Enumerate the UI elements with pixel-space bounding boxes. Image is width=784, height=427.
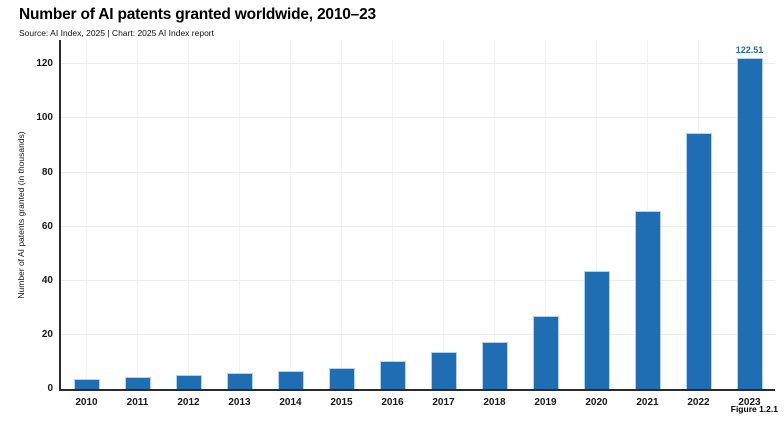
x-tick-label-2018: 2018 bbox=[483, 397, 506, 408]
chart-source-line: Source: AI Index, 2025 | Chart: 2025 AI … bbox=[19, 28, 214, 38]
v-gridline-2019 bbox=[545, 40, 546, 389]
bar-2021 bbox=[634, 211, 661, 389]
bar-2023 bbox=[736, 57, 763, 389]
bar-2010 bbox=[73, 378, 100, 389]
x-tick-label-2014: 2014 bbox=[279, 397, 302, 408]
x-tick-label-2022: 2022 bbox=[687, 397, 710, 408]
v-gridline-2012 bbox=[188, 40, 189, 389]
bar-2016 bbox=[379, 360, 406, 389]
y-axis-title: Number of AI patents granted (in thousan… bbox=[16, 131, 26, 299]
plot-area bbox=[59, 40, 775, 391]
chart-title: Number of AI patents granted worldwide, … bbox=[19, 6, 376, 23]
y-tick-label-0: 0 bbox=[47, 383, 53, 394]
v-gridline-2018 bbox=[494, 40, 495, 389]
x-tick-label-2011: 2011 bbox=[126, 397, 149, 408]
h-gridline-40 bbox=[61, 279, 775, 281]
y-tick-label-20: 20 bbox=[41, 328, 53, 340]
x-tick-label-2017: 2017 bbox=[432, 397, 455, 408]
figure-number-label: Figure 1.2.1 bbox=[730, 404, 778, 414]
h-gridline-80 bbox=[61, 171, 775, 173]
bar-2017 bbox=[430, 352, 457, 389]
h-gridline-20 bbox=[61, 333, 775, 335]
v-gridline-2015 bbox=[341, 40, 342, 389]
bar-2020 bbox=[583, 271, 610, 389]
h-gridline-100 bbox=[61, 117, 775, 119]
x-tick-label-2016: 2016 bbox=[381, 397, 404, 408]
x-tick-label-2013: 2013 bbox=[228, 397, 251, 408]
x-tick-label-2020: 2020 bbox=[585, 397, 608, 408]
bar-2012 bbox=[175, 375, 202, 389]
x-tick-label-2019: 2019 bbox=[534, 397, 557, 408]
v-gridline-2013 bbox=[239, 40, 240, 389]
h-gridline-60 bbox=[61, 225, 775, 227]
x-tick-label-2010: 2010 bbox=[75, 397, 98, 408]
x-tick-label-2021: 2021 bbox=[636, 397, 659, 408]
bar-2019 bbox=[532, 315, 559, 389]
v-gridline-2017 bbox=[443, 40, 444, 389]
v-gridline-2014 bbox=[290, 40, 291, 389]
x-tick-label-2012: 2012 bbox=[177, 397, 200, 408]
value-label-2023: 122.51 bbox=[735, 44, 764, 55]
y-tick-label-80: 80 bbox=[41, 166, 53, 178]
y-tick-label-100: 100 bbox=[36, 112, 53, 124]
y-tick-label-40: 40 bbox=[41, 274, 53, 286]
bar-2014 bbox=[277, 371, 304, 389]
v-gridline-2016 bbox=[392, 40, 393, 389]
y-tick-label-60: 60 bbox=[41, 220, 53, 232]
x-tick-label-2015: 2015 bbox=[330, 397, 353, 408]
x-tick-label-2023: 2023 bbox=[738, 397, 761, 408]
v-gridline-2011 bbox=[137, 40, 138, 389]
v-gridline-2010 bbox=[86, 40, 87, 389]
h-gridline-120 bbox=[61, 63, 775, 65]
bar-2022 bbox=[685, 132, 712, 389]
bar-2015 bbox=[328, 368, 355, 389]
bar-2018 bbox=[481, 342, 508, 389]
y-tick-label-120: 120 bbox=[36, 58, 53, 70]
bar-2013 bbox=[226, 372, 253, 389]
bar-2011 bbox=[124, 377, 151, 389]
v-gridline-2020 bbox=[596, 40, 597, 389]
